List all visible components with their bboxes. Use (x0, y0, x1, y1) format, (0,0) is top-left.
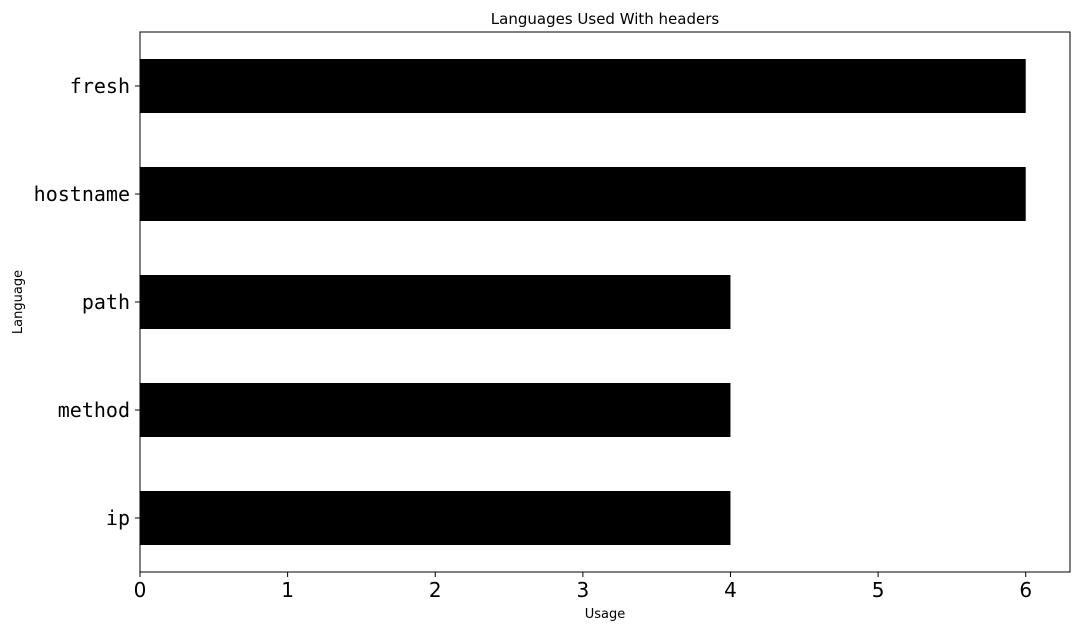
x-axis-label: Usage (585, 607, 626, 622)
bar-ip (140, 491, 731, 545)
bar-path (140, 275, 731, 329)
x-tick-label: 0 (134, 578, 147, 602)
x-tick-label: 3 (576, 578, 589, 602)
bars-layer (140, 59, 1026, 545)
x-tick-label: 2 (429, 578, 442, 602)
x-tick-label: 5 (872, 578, 885, 602)
x-tick-label: 4 (724, 578, 737, 602)
plot-frame (139, 31, 1071, 573)
x-ticks-layer: 0 1 2 3 4 5 6 (134, 572, 1032, 602)
y-tick-label: method (58, 398, 130, 422)
bar-hostname (140, 167, 1026, 221)
chart-title: Languages Used With headers (491, 10, 720, 28)
y-tick-label: ip (106, 506, 130, 530)
bar-fresh (140, 59, 1026, 113)
x-tick-label: 1 (281, 578, 294, 602)
y-tick-label: path (82, 290, 130, 314)
y-axis-label: Language (11, 270, 26, 334)
bar-method (140, 383, 731, 437)
y-tick-label: fresh (70, 74, 130, 98)
y-tick-label: hostname (34, 182, 130, 206)
y-ticks-layer: fresh hostname path method ip (34, 74, 140, 530)
x-tick-label: 6 (1019, 578, 1032, 602)
